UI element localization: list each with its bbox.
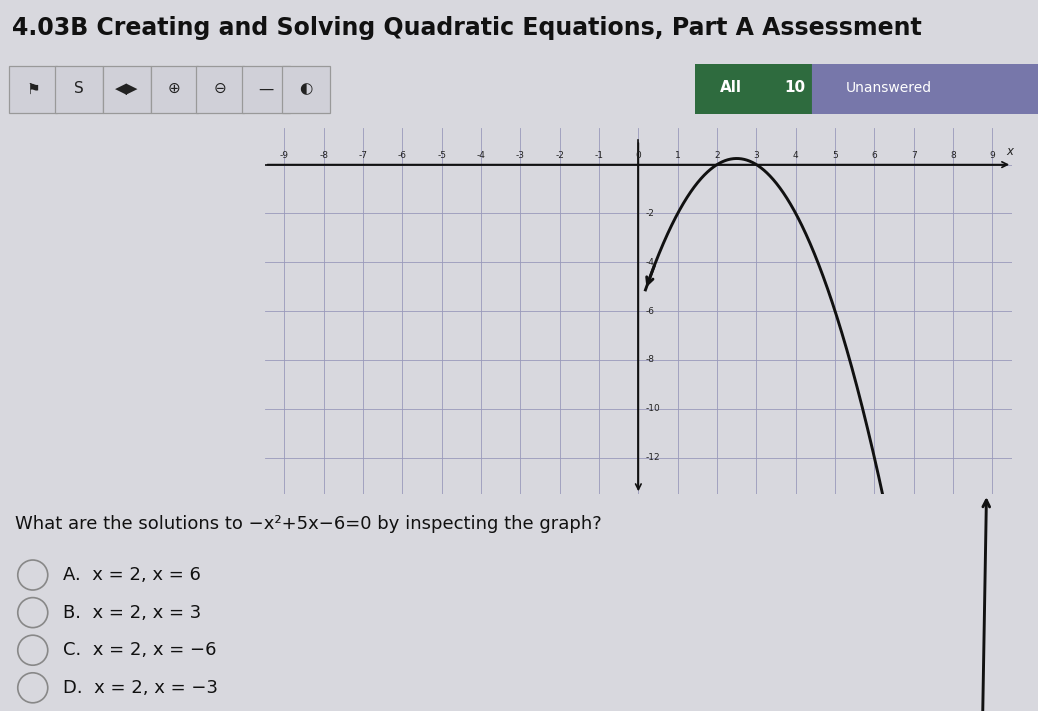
Text: C.  x = 2, x = −6: C. x = 2, x = −6 <box>63 641 217 659</box>
Text: ◀▶: ◀▶ <box>115 81 138 97</box>
FancyBboxPatch shape <box>282 66 330 113</box>
Text: -1: -1 <box>595 151 603 160</box>
FancyBboxPatch shape <box>103 66 151 113</box>
Text: 4.03B Creating and Solving Quadratic Equations, Part A Assessment: 4.03B Creating and Solving Quadratic Equ… <box>12 16 922 41</box>
FancyBboxPatch shape <box>242 66 290 113</box>
Text: 10: 10 <box>785 80 805 95</box>
Text: —: — <box>258 81 273 97</box>
Text: All: All <box>719 80 741 95</box>
Text: x: x <box>1007 146 1013 159</box>
Text: -2: -2 <box>555 151 564 160</box>
Text: -6: -6 <box>646 306 654 316</box>
Text: -6: -6 <box>398 151 407 160</box>
FancyBboxPatch shape <box>679 61 843 117</box>
FancyBboxPatch shape <box>812 61 1038 117</box>
Text: What are the solutions to −x²+5x−6=0 by inspecting the graph?: What are the solutions to −x²+5x−6=0 by … <box>16 515 602 533</box>
Text: -8: -8 <box>320 151 328 160</box>
Text: 1: 1 <box>675 151 681 160</box>
Text: D.  x = 2, x = −3: D. x = 2, x = −3 <box>63 679 218 697</box>
Text: 8: 8 <box>950 151 956 160</box>
FancyBboxPatch shape <box>9 66 57 113</box>
Text: -3: -3 <box>516 151 525 160</box>
Text: A.  x = 2, x = 6: A. x = 2, x = 6 <box>63 566 201 584</box>
FancyBboxPatch shape <box>151 66 198 113</box>
Text: -10: -10 <box>646 405 660 413</box>
Text: ⊖: ⊖ <box>214 81 226 97</box>
Text: ◐: ◐ <box>300 81 312 97</box>
Text: 7: 7 <box>910 151 917 160</box>
Text: ⊕: ⊕ <box>168 81 181 97</box>
Text: -8: -8 <box>646 356 654 364</box>
Text: 0: 0 <box>635 151 641 160</box>
Text: 2: 2 <box>714 151 719 160</box>
FancyBboxPatch shape <box>196 66 244 113</box>
Text: 4: 4 <box>793 151 798 160</box>
Text: -5: -5 <box>437 151 446 160</box>
Text: -12: -12 <box>646 453 660 462</box>
Text: -2: -2 <box>646 209 654 218</box>
Text: -9: -9 <box>280 151 289 160</box>
Text: -4: -4 <box>476 151 486 160</box>
Text: Unanswered: Unanswered <box>846 81 932 95</box>
Text: 9: 9 <box>989 151 995 160</box>
Text: B.  x = 2, x = 3: B. x = 2, x = 3 <box>63 604 201 621</box>
Text: 5: 5 <box>832 151 838 160</box>
Text: 3: 3 <box>754 151 759 160</box>
Text: -7: -7 <box>358 151 367 160</box>
Text: ⚑: ⚑ <box>26 81 40 97</box>
Text: 6: 6 <box>872 151 877 160</box>
Text: -4: -4 <box>646 258 654 267</box>
FancyBboxPatch shape <box>55 66 103 113</box>
Text: S: S <box>74 81 84 97</box>
